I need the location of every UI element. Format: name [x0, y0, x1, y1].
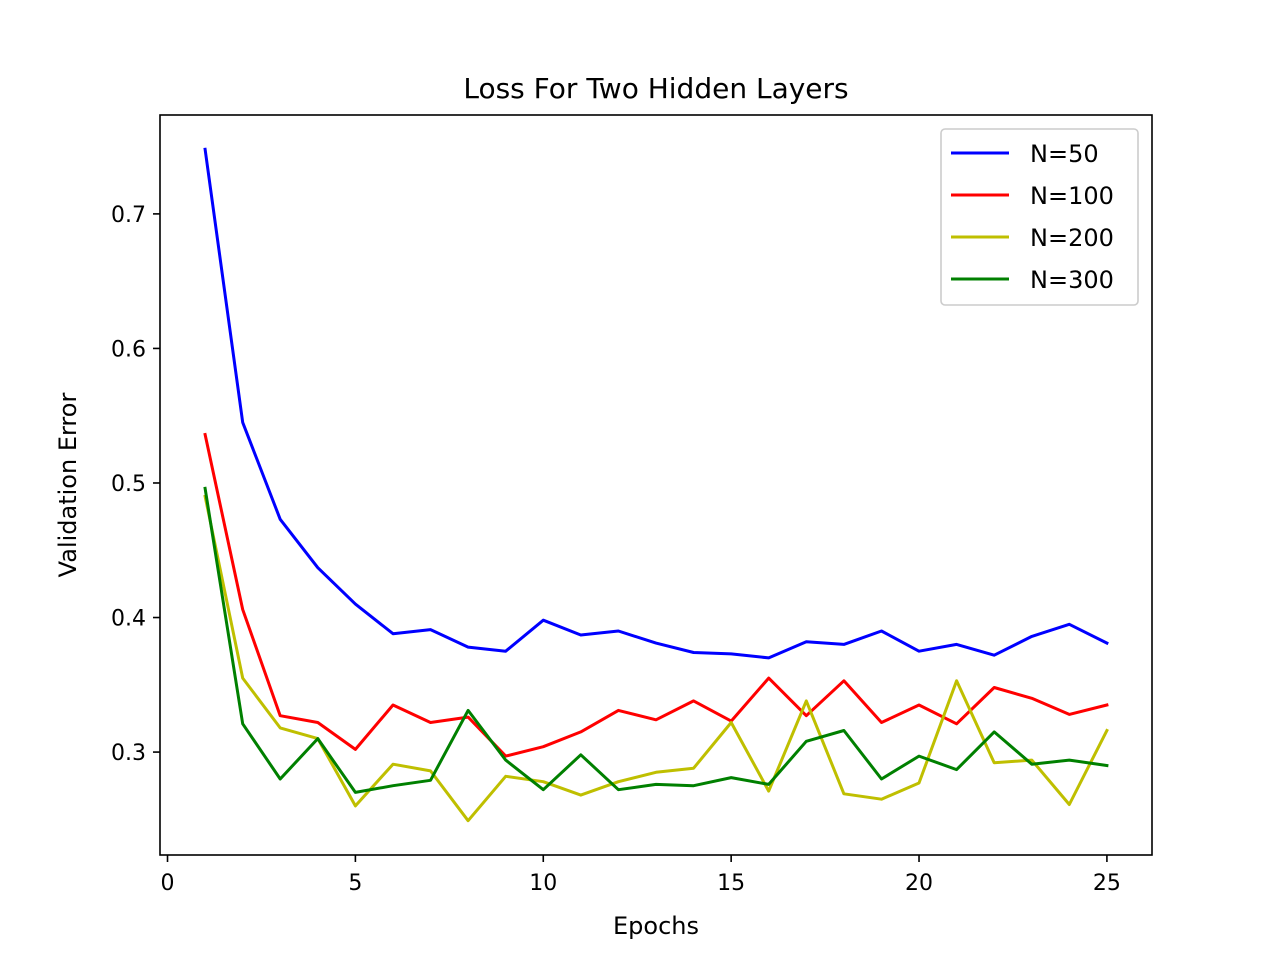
series-layer [203, 147, 1109, 823]
x-tick-label: 20 [905, 871, 933, 896]
legend-label-n-300: N=300 [1030, 266, 1114, 294]
legend-label-n-200: N=200 [1030, 224, 1114, 252]
legend-items: N=50 N=100 N=200 N=300 [951, 140, 1114, 294]
y-tick-label: 0.3 [111, 741, 146, 766]
x-tick-label: 0 [161, 871, 175, 896]
y-axis-ticks: 0.3 0.4 0.5 0.6 0.7 [111, 203, 160, 766]
y-tick-label: 0.5 [111, 472, 146, 497]
x-tick-label: 10 [529, 871, 557, 896]
y-axis-label: Validation Error [54, 393, 82, 578]
series-line-n-200 [203, 494, 1109, 823]
legend-label-n-100: N=100 [1030, 182, 1114, 210]
series-line-n-300 [203, 486, 1109, 794]
y-tick-label: 0.4 [111, 607, 146, 632]
legend-box [940, 128, 1139, 306]
x-tick-label: 25 [1093, 871, 1121, 896]
legend-label-n-50: N=50 [1030, 140, 1099, 168]
x-axis-ticks: 0 5 10 15 20 25 [161, 855, 1121, 896]
series-line-n-100 [203, 432, 1109, 758]
series-line-n-50 [203, 147, 1109, 660]
x-tick-label: 5 [348, 871, 362, 896]
legend: N=50 N=100 N=200 N=300 [940, 128, 1139, 306]
x-tick-label: 15 [717, 871, 745, 896]
x-axis-label: Epochs [613, 912, 699, 940]
y-tick-label: 0.6 [111, 337, 146, 362]
y-tick-label: 0.7 [111, 203, 146, 228]
chart-title: Loss For Two Hidden Layers [463, 72, 848, 105]
plot-frame [159, 114, 1153, 856]
